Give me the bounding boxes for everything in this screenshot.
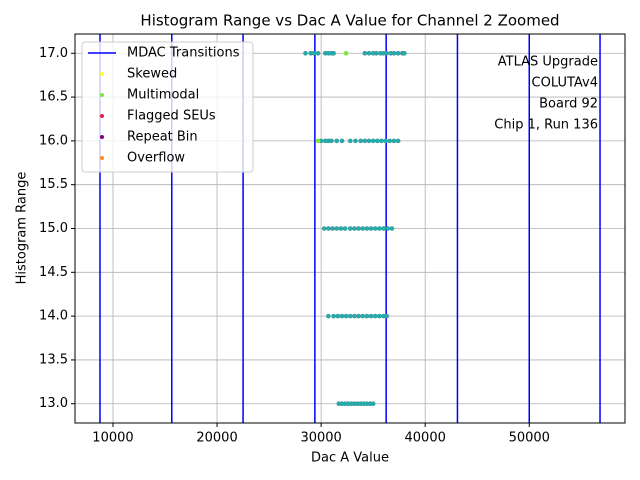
data-point <box>329 138 334 144</box>
data-point <box>387 138 393 144</box>
data-point <box>377 313 382 319</box>
legend-swatch <box>100 156 104 160</box>
data-point <box>303 50 308 56</box>
data-point <box>362 138 368 144</box>
data-point <box>377 226 382 231</box>
x-tick-label: 50000 <box>509 431 550 446</box>
data-point <box>366 138 372 144</box>
data-point <box>364 313 370 319</box>
data-point <box>311 50 317 56</box>
y-tick-label: 16.5 <box>39 90 68 105</box>
data-point <box>395 138 401 144</box>
x-tick-label: 40000 <box>405 431 446 446</box>
data-point <box>338 226 344 231</box>
data-point <box>347 138 353 144</box>
data-point <box>366 50 372 56</box>
data-point <box>375 138 380 144</box>
data-point <box>352 313 357 319</box>
data-point <box>370 401 376 407</box>
data-point <box>383 138 388 144</box>
data-point <box>347 226 353 231</box>
legend-swatch <box>100 93 104 97</box>
data-point <box>315 50 321 56</box>
y-tick-label: 15.0 <box>39 221 68 236</box>
data-point <box>335 313 341 319</box>
data-point <box>379 138 384 144</box>
x-tick-label: 20000 <box>196 431 237 446</box>
data-point <box>370 138 376 144</box>
data-point <box>402 50 407 56</box>
legend-label: Multimodal <box>127 88 199 103</box>
data-point <box>356 226 361 231</box>
data-point <box>385 226 391 231</box>
y-tick-label: 16.0 <box>39 133 68 148</box>
data-point <box>315 138 321 144</box>
data-point <box>334 226 340 231</box>
y-tick-label: 13.0 <box>39 396 68 411</box>
data-point <box>372 226 378 231</box>
data-point <box>342 226 348 231</box>
data-point <box>368 313 374 319</box>
legend-swatch <box>100 114 104 118</box>
y-axis-label: Histogram Range <box>15 172 30 285</box>
y-tick-label: 17.0 <box>39 46 68 61</box>
data-point <box>326 226 331 231</box>
data-point <box>358 138 363 144</box>
data-point <box>362 50 368 56</box>
legend-label: Flagged SEUs <box>127 109 216 124</box>
data-point <box>339 138 345 144</box>
data-point <box>368 226 374 231</box>
data-point <box>360 313 366 319</box>
plot-frame <box>74 33 626 424</box>
data-point <box>343 50 349 56</box>
x-tick-label: 10000 <box>92 431 133 446</box>
legend-label: MDAC Transitions <box>127 46 240 61</box>
data-point <box>353 138 358 144</box>
legend-label: Overflow <box>127 151 185 166</box>
data-point <box>373 50 379 56</box>
annotation: ATLAS Upgrade <box>498 55 598 70</box>
y-tick-label: 14.0 <box>39 309 68 324</box>
data-point <box>389 226 395 231</box>
data-point <box>384 50 389 56</box>
data-point <box>321 226 327 231</box>
data-point <box>334 138 340 144</box>
legend-label: Skewed <box>127 67 177 82</box>
y-tick-label: 14.5 <box>39 265 68 280</box>
data-point <box>384 313 389 319</box>
annotation: COLUTAv4 <box>532 76 598 91</box>
annotation: Chip 1, Run 136 <box>494 118 598 133</box>
data-point <box>360 226 366 231</box>
x-tick-label: 30000 <box>300 431 341 446</box>
chart-title: Histogram Range vs Dac A Value for Chann… <box>140 12 559 30</box>
y-tick-label: 15.5 <box>39 177 68 192</box>
data-point <box>381 226 386 231</box>
annotation: Board 92 <box>539 97 598 112</box>
legend-swatch <box>100 72 104 76</box>
data-point <box>391 138 397 144</box>
data-point <box>352 226 357 231</box>
data-point <box>347 313 353 319</box>
data-point <box>364 226 370 231</box>
data-point <box>391 50 397 56</box>
data-point <box>372 313 378 319</box>
data-point <box>326 313 331 319</box>
data-point <box>395 50 401 56</box>
legend-label: Repeat Bin <box>127 130 198 145</box>
data-point <box>331 313 336 319</box>
data-point <box>356 313 361 319</box>
legend-box <box>81 41 254 173</box>
data-point <box>330 226 335 231</box>
legend-swatch <box>100 135 104 139</box>
x-axis-label: Dac A Value <box>311 451 389 466</box>
data-point <box>331 50 336 56</box>
y-tick-label: 13.5 <box>39 352 68 367</box>
data-point <box>339 313 345 319</box>
data-point <box>343 313 349 319</box>
